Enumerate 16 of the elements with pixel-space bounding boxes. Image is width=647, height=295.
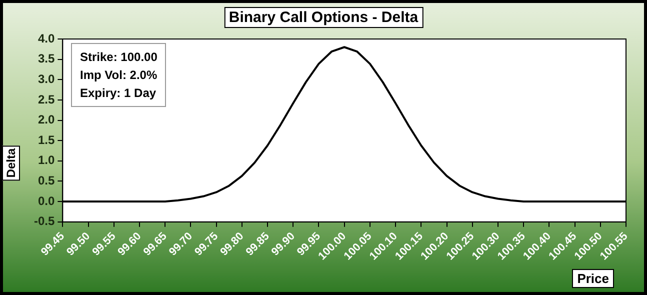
x-axis-title: Price <box>572 269 614 288</box>
annotation: Imp Vol: 2.0% <box>80 67 158 84</box>
y-axis-title: Delta <box>2 145 20 181</box>
y-tick-label: 0.0 <box>38 194 55 208</box>
y-tick-label: 1.5 <box>38 132 55 147</box>
y-tick-label: 2.5 <box>38 92 55 106</box>
y-tick-label: 4.0 <box>38 31 55 46</box>
y-tick-label: 2.0 <box>38 112 55 127</box>
y-tick-label: -0.5 <box>34 214 55 228</box>
annotation: Expiry: 1 Day <box>80 85 158 102</box>
y-tick-label: 3.0 <box>38 72 55 86</box>
y-tick-label: 0.5 <box>38 174 55 188</box>
chart-title: Binary Call Options - Delta <box>224 7 424 28</box>
annotation: Strike: 100.00 <box>80 49 158 66</box>
y-tick-label: 1.0 <box>38 153 55 168</box>
y-tick-label: 3.5 <box>38 52 55 66</box>
